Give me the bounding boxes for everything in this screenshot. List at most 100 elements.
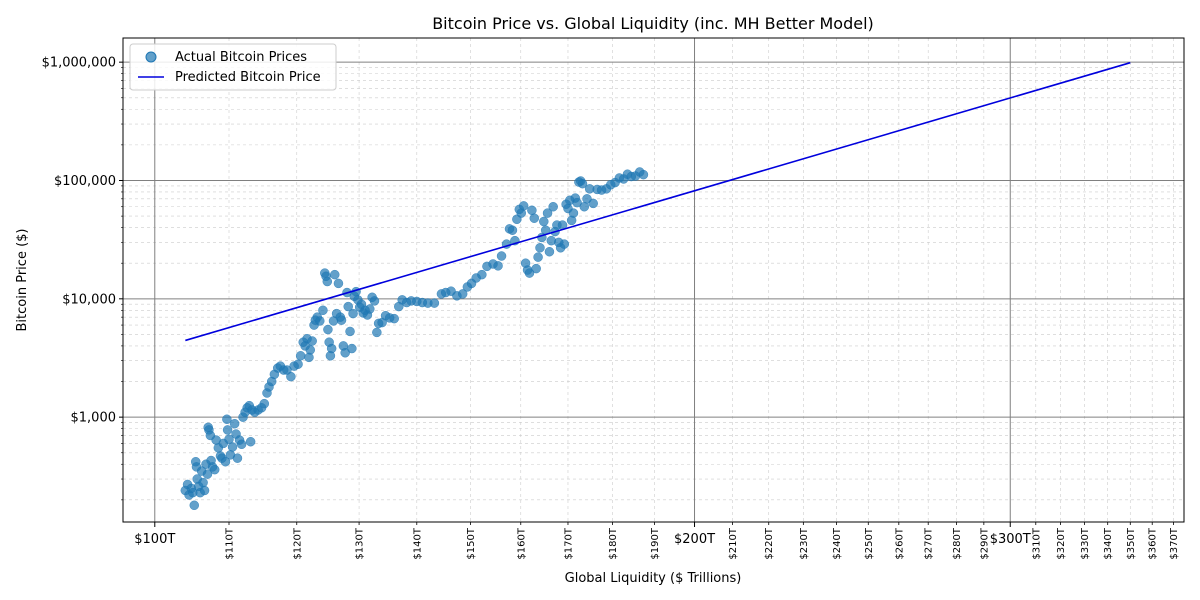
x-minor-tick-label: $290T — [979, 527, 990, 559]
data-point — [333, 278, 344, 289]
x-minor-tick-label: $350T — [1126, 527, 1137, 559]
data-point — [518, 201, 529, 211]
x-minor-tick-label: $190T — [650, 527, 661, 559]
data-point — [307, 336, 317, 346]
y-major-tick-label: $1,000,000 — [42, 56, 116, 71]
x-minor-tick-label: $340T — [1103, 527, 1114, 559]
data-point — [365, 304, 375, 314]
x-minor-tick-label: $260T — [894, 527, 905, 559]
data-point — [343, 301, 353, 312]
data-point — [209, 464, 220, 475]
data-point — [286, 371, 296, 382]
data-point — [533, 252, 543, 262]
axis-ticks: $110T $120T $130T $140T $150T $160T $170T $180T… — [42, 56, 1180, 560]
x-minor-tick-label: $160T — [516, 527, 527, 559]
x-minor-tick-label: $230T — [799, 527, 810, 559]
data-point — [544, 246, 555, 257]
data-point — [326, 343, 337, 354]
prediction-line-group — [185, 61, 1131, 342]
x-minor-tick-label: $250T — [864, 527, 875, 559]
x-minor-tick-label: $240T — [832, 527, 843, 559]
data-point — [222, 425, 233, 435]
legend-label-actual: Actual Bitcoin Prices — [175, 50, 307, 65]
x-minor-tick-label: $220T — [764, 527, 775, 559]
data-point — [389, 313, 399, 324]
legend-box — [129, 43, 337, 91]
data-point — [638, 169, 649, 180]
x-minor-tick-label: $330T — [1080, 527, 1091, 559]
legend-marker-actual — [145, 51, 157, 63]
scatter-points — [180, 167, 649, 511]
data-point — [477, 269, 487, 280]
data-point — [507, 225, 518, 235]
data-point — [322, 276, 333, 287]
x-minor-tick-label: $270T — [924, 527, 935, 559]
data-point — [493, 261, 503, 271]
x-axis-label: Global Liquidity ($ Trillions) — [565, 571, 742, 586]
x-minor-tick-label: $210T — [728, 527, 739, 559]
data-point — [232, 453, 243, 463]
data-point — [295, 351, 306, 361]
data-point — [588, 198, 598, 209]
data-point — [572, 197, 582, 208]
grid — [123, 38, 1184, 522]
data-point — [202, 469, 213, 479]
data-point — [329, 269, 340, 280]
data-point — [236, 439, 247, 450]
data-point — [323, 324, 333, 335]
x-minor-tick-label: $280T — [952, 527, 963, 559]
x-minor-tick-label: $320T — [1056, 527, 1067, 559]
x-major-tick-label: $100T — [134, 532, 175, 547]
data-point — [568, 208, 579, 218]
data-point — [535, 243, 545, 253]
data-point — [369, 296, 380, 306]
x-minor-tick-label: $360T — [1148, 527, 1159, 559]
data-point — [347, 343, 357, 354]
data-point — [539, 216, 549, 227]
data-point — [577, 178, 588, 189]
data-point — [245, 436, 256, 447]
data-point — [227, 442, 238, 452]
predicted-price-line — [185, 61, 1131, 342]
x-major-tick-label: $200T — [674, 532, 715, 547]
data-point — [199, 485, 210, 496]
data-point — [559, 239, 570, 249]
data-point — [189, 500, 200, 511]
x-major-tick-label: $300T — [990, 532, 1031, 547]
data-point — [318, 305, 328, 316]
data-point — [579, 201, 590, 212]
legend: Actual Bitcoin Prices Predicted Bitcoin … — [129, 43, 337, 91]
data-point — [548, 201, 558, 212]
x-minor-tick-label: $110T — [225, 527, 236, 559]
y-major-tick-label: $10,000 — [62, 292, 116, 307]
data-point — [198, 477, 208, 488]
data-point — [496, 251, 507, 261]
data-point — [429, 298, 440, 308]
x-minor-tick-label: $140T — [412, 527, 423, 559]
plot-frame — [122, 37, 1185, 523]
x-minor-tick-label: $150T — [466, 527, 477, 559]
data-point — [220, 456, 231, 467]
data-point — [259, 398, 270, 409]
data-point — [222, 414, 232, 424]
data-point — [293, 359, 303, 369]
data-point — [229, 418, 240, 429]
data-point — [345, 326, 355, 337]
x-minor-tick-label: $370T — [1169, 527, 1180, 559]
data-point — [348, 308, 358, 319]
data-point — [527, 205, 537, 216]
legend-label-predicted: Predicted Bitcoin Price — [175, 70, 321, 85]
x-minor-tick-label: $130T — [355, 527, 366, 559]
x-minor-tick-label: $310T — [1031, 527, 1042, 559]
data-point — [372, 327, 382, 338]
data-point — [305, 345, 316, 355]
x-minor-tick-label: $120T — [292, 527, 303, 559]
data-point — [336, 315, 347, 325]
data-point — [531, 263, 541, 274]
y-major-tick-label: $1,000 — [71, 411, 117, 426]
data-point — [529, 213, 540, 223]
data-point — [524, 268, 535, 278]
x-minor-tick-label: $180T — [608, 527, 619, 559]
x-minor-tick-label: $170T — [563, 527, 574, 559]
